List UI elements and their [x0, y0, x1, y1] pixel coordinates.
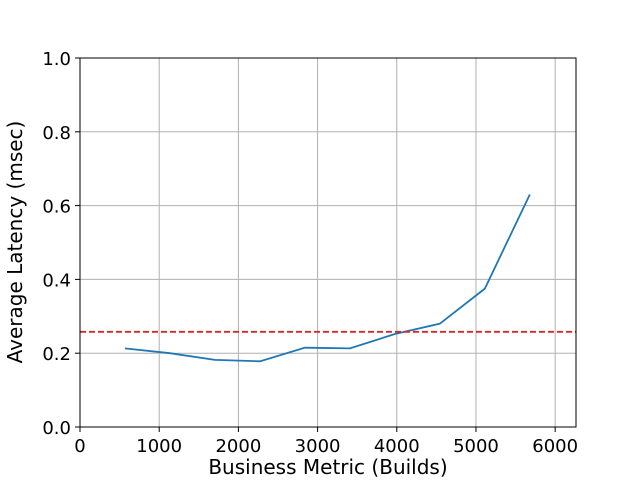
x-tick-label: 0	[74, 436, 85, 457]
x-axis-label: Business Metric (Builds)	[208, 455, 447, 479]
y-tick-label: 0.4	[42, 270, 71, 291]
y-tick-label: 0.0	[42, 418, 71, 439]
y-tick-label: 0.6	[42, 197, 71, 218]
x-tick-label: 3000	[295, 436, 341, 457]
plot-frame	[79, 57, 577, 428]
x-tick-label: 5000	[453, 436, 499, 457]
x-tick-label: 1000	[136, 436, 182, 457]
line-series	[124, 194, 531, 363]
x-tick-label: 2000	[215, 436, 261, 457]
y-tick-label: 0.2	[42, 344, 71, 365]
x-tick-label: 4000	[374, 436, 420, 457]
y-axis-label: Average Latency (msec)	[3, 121, 27, 364]
y-tick-label: 1.0	[42, 49, 71, 70]
y-tick-label: 0.8	[42, 123, 71, 144]
x-tick-label: 6000	[532, 436, 578, 457]
